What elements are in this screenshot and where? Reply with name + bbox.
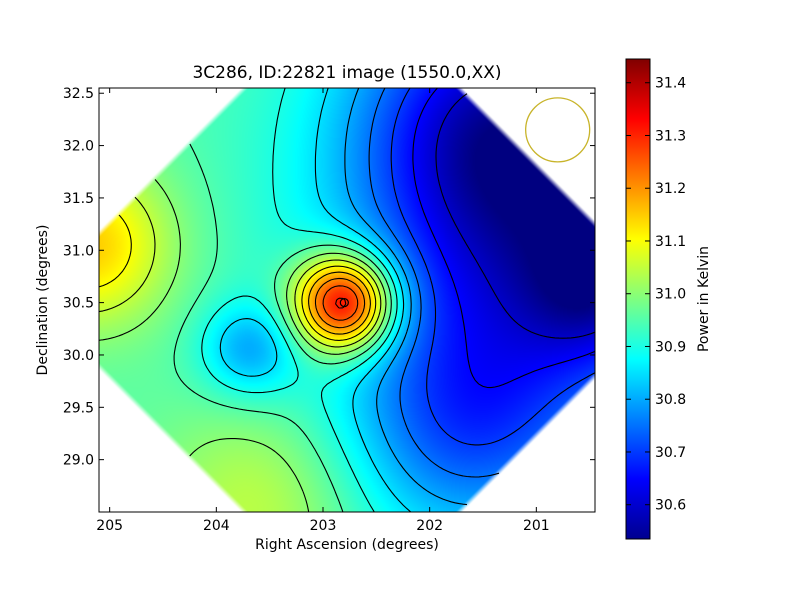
y-axis-ticks: 32.5 32.0 31.5 31.0 30.5 30.0 29.5 29.0 <box>63 86 595 469</box>
contour-line <box>435 93 595 339</box>
x-tick-label: 201 <box>523 518 550 534</box>
x-tick-label: 203 <box>310 518 337 534</box>
colorbar-tick-label: 30.6 <box>655 498 686 514</box>
y-tick-label: 31.5 <box>63 191 94 207</box>
contour-line <box>99 196 382 348</box>
contour-line <box>99 214 377 341</box>
contour-line <box>344 88 468 506</box>
contour-line <box>219 88 412 512</box>
colorbar: 31.4 31.3 31.2 31.1 31.0 30.9 30.8 30.7 30.6 Pow… <box>625 58 712 540</box>
contour-line <box>412 88 595 389</box>
y-tick-label: 32.0 <box>63 139 94 155</box>
contour-line <box>314 277 366 329</box>
y-tick-label: 32.5 <box>63 86 94 102</box>
y-tick-label: 29.0 <box>63 453 94 469</box>
colorbar-tick-label: 30.9 <box>655 339 686 355</box>
colorbar-tick-label: 31.0 <box>655 287 686 303</box>
contour-line <box>322 285 359 321</box>
contour-lines <box>99 88 595 512</box>
y-axis-label: Declination (degrees) <box>35 225 51 376</box>
y-tick-label: 31.0 <box>63 243 94 259</box>
contour-line <box>201 88 398 512</box>
colorbar-label: Power in Kelvin <box>696 246 712 352</box>
y-tick-label: 30.5 <box>63 296 94 312</box>
heatmap-area <box>98 87 596 513</box>
colorbar-tick-label: 30.8 <box>655 392 686 408</box>
contour-line <box>173 143 392 512</box>
y-tick-label: 30.0 <box>63 348 94 364</box>
contour-line <box>99 179 387 512</box>
contour-line <box>368 88 500 478</box>
colorbar-tick-label: 31.4 <box>655 76 686 92</box>
colorbar-gradient <box>625 58 651 540</box>
colorbar-tick-label: 31.3 <box>655 128 686 144</box>
contour-line <box>308 271 371 335</box>
colorbar-tick-label: 30.7 <box>655 445 686 461</box>
y-tick-label: 29.5 <box>63 400 94 416</box>
contour-line <box>390 88 595 446</box>
x-axis-ticks: 205 204 203 202 201 <box>96 88 550 534</box>
x-axis-label: Right Ascension (degrees) <box>255 537 439 553</box>
colorbar-ticks: 31.4 31.3 31.2 31.1 31.0 30.9 30.8 30.7 30.6 <box>626 76 686 514</box>
chart-title: 3C286, ID:22821 image (1550.0,XX) <box>192 63 501 83</box>
x-tick-label: 202 <box>416 518 443 534</box>
colorbar-tick-label: 31.1 <box>655 234 686 250</box>
annotations <box>339 97 591 308</box>
peak-marker <box>339 298 349 308</box>
beam-circle <box>525 97 591 163</box>
x-tick-label: 204 <box>203 518 230 534</box>
colorbar-tick-label: 31.2 <box>655 181 686 197</box>
x-tick-label: 205 <box>96 518 123 534</box>
plot-frame <box>98 87 596 513</box>
